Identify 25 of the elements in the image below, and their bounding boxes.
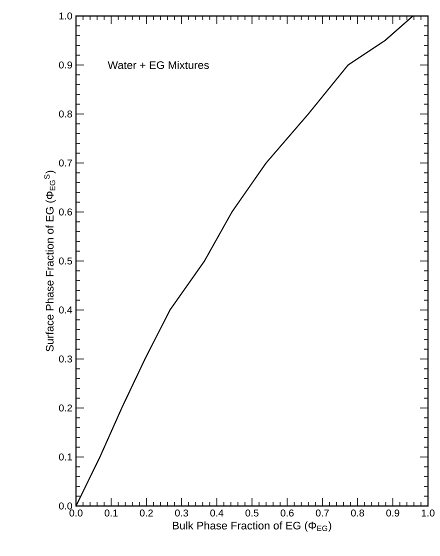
y-tick-label: 0.1 [59,453,72,461]
y-axis-title: Surface Phase Fraction of EG (Φ$_{EG}$$^{S}$) [44,170,56,352]
y-tick-label: 0.7 [59,159,72,167]
x-tick-label: 0.2 [140,510,153,517]
text: 0.0 [69,510,83,517]
y-tick-label: 0.3 [59,355,72,363]
x-tick-label: 0.8 [351,510,364,517]
x-tick-label: 0.5 [245,510,259,517]
y-tick-label: 0.6 [59,208,72,216]
x-tick-label: 0.9 [386,510,400,517]
x-tick-label: 0.6 [280,510,294,517]
text: 0.0 [59,502,72,510]
text: 1.0 [422,510,435,517]
y-tick-label: 0.8 [59,110,72,118]
x-tick-label: 0.3 [175,510,188,517]
y-tick-label: 0.5 [59,257,72,265]
text: 1.0 [59,12,72,20]
x-axis-title: Bulk Phase Fraction of EG (Φ$_{EG}$) [173,521,332,532]
y-tick-label: 0.9 [59,61,72,69]
y-tick-label: 0.4 [59,306,72,314]
x-tick-label: 0.1 [104,510,118,517]
x-tick-label: 0.7 [316,510,329,517]
x-tick-label: 0.4 [210,510,224,517]
y-tick-label: 0.2 [59,404,72,412]
annotation: Water + EG Mixtures [108,60,209,70]
